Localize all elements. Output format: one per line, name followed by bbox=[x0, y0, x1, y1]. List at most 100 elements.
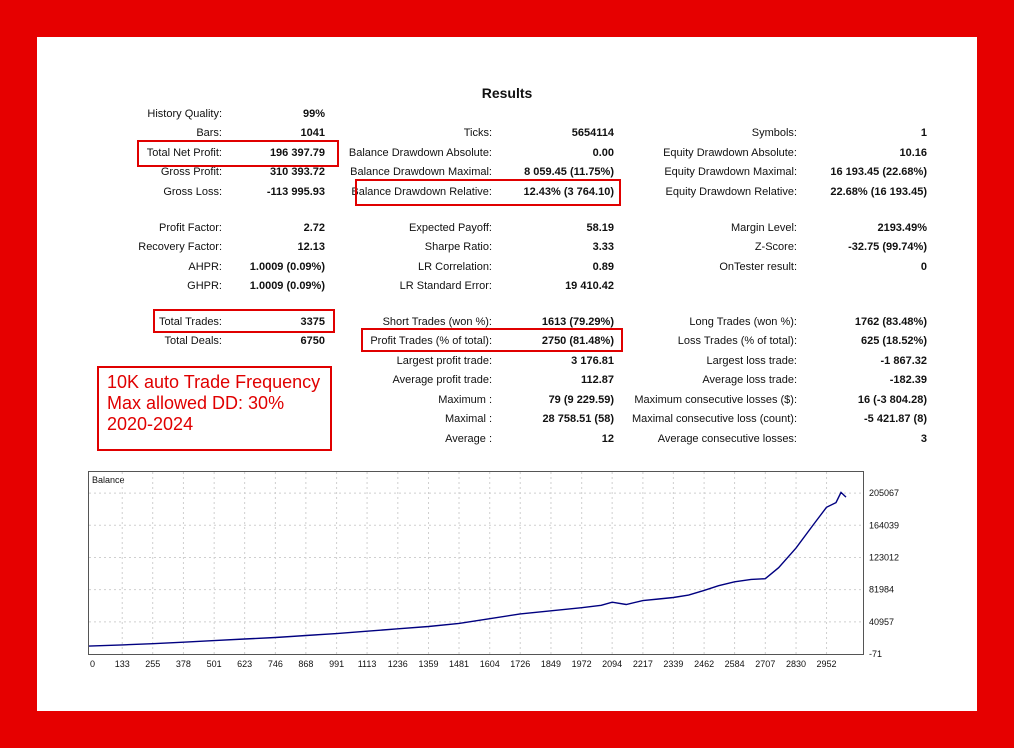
z-score-value: -32.75 (99.74%) bbox=[848, 241, 927, 253]
x-tick-label: 2830 bbox=[786, 659, 806, 669]
results-title: Results bbox=[481, 85, 533, 101]
y-tick-label: 123012 bbox=[869, 552, 899, 562]
x-tick-label: 1359 bbox=[419, 659, 439, 669]
profit-factor-label: Profit Factor: bbox=[159, 222, 222, 234]
gross-loss-label: Gross Loss: bbox=[163, 186, 222, 198]
balance-dd-absolute-label: Balance Drawdown Absolute: bbox=[348, 147, 492, 159]
z-score-label: Z-Score: bbox=[754, 241, 797, 253]
average-loss-trade-value: -182.39 bbox=[889, 374, 927, 386]
balance-chart: Balance 0 133 255 378 501 623 746 868 991 1113 123… bbox=[88, 471, 968, 701]
total-net-profit-label: Total Net Profit: bbox=[146, 147, 222, 159]
short-trades-label: Short Trades (won %): bbox=[382, 316, 492, 328]
x-tick-label: 1236 bbox=[388, 659, 408, 669]
ahpr-value: 1.0009 (0.09%) bbox=[249, 261, 325, 273]
gross-profit-label: Gross Profit: bbox=[160, 166, 222, 178]
average-profit-trade-value: 112.87 bbox=[580, 374, 614, 386]
equity-dd-absolute-value: 10.16 bbox=[899, 147, 927, 159]
y-tick-label: 40957 bbox=[869, 617, 894, 627]
x-tick-label: 2952 bbox=[817, 659, 837, 669]
bars-label: Bars: bbox=[196, 127, 222, 139]
x-tick-label: 0 bbox=[90, 659, 95, 669]
total-net-profit-value: 196 397.79 bbox=[269, 147, 325, 159]
loss-trades-label: Loss Trades (% of total): bbox=[677, 335, 797, 347]
x-tick-label: 1604 bbox=[480, 659, 500, 669]
note-line-period: 2020-2024 bbox=[107, 414, 194, 434]
largest-loss-trade-label: Largest loss trade: bbox=[706, 355, 798, 367]
ontester-result-value: 0 bbox=[920, 261, 927, 273]
bars-value: 1041 bbox=[300, 127, 325, 139]
recovery-factor-value: 12.13 bbox=[297, 241, 325, 253]
x-tick-label: 378 bbox=[176, 659, 191, 669]
highlight-profit-trades bbox=[361, 328, 623, 352]
balance-dd-maximal-label: Balance Drawdown Maximal: bbox=[350, 166, 492, 178]
short-trades-value: 1613 (79.29%) bbox=[541, 316, 614, 328]
ghpr-value: 1.0009 (0.09%) bbox=[249, 280, 325, 292]
x-tick-label: 2462 bbox=[694, 659, 714, 669]
average-consecutive-losses-label: Average consecutive losses: bbox=[657, 433, 797, 445]
ticks-value: 5654114 bbox=[571, 127, 614, 139]
largest-loss-trade-value: -1 867.32 bbox=[880, 355, 927, 367]
note-line-frequency: 10K auto Trade Frequency bbox=[107, 372, 321, 392]
maximal-consecutive-loss-label: Maximal consecutive loss (count): bbox=[631, 413, 797, 425]
chart-grid bbox=[89, 472, 863, 654]
ghpr-label: GHPR: bbox=[187, 280, 222, 292]
maximal-consecutive-loss-value: -5 421.87 (8) bbox=[864, 413, 927, 425]
results-report: Results History Quality: 99% Bars: 1041 … bbox=[37, 37, 977, 457]
largest-profit-trade-label: Largest profit trade: bbox=[396, 355, 492, 367]
balance-dd-relative-value: 12.43% (3 764.10) bbox=[523, 186, 614, 198]
ahpr-label: AHPR: bbox=[188, 261, 222, 273]
lr-correlation-label: LR Correlation: bbox=[418, 261, 492, 273]
average-consecutive-losses-value: 3 bbox=[920, 433, 927, 445]
x-tick-label: 1481 bbox=[449, 659, 469, 669]
long-trades-value: 1762 (83.48%) bbox=[854, 316, 927, 328]
balance-dd-absolute-value: 0.00 bbox=[592, 147, 614, 159]
profit-factor-value: 2.72 bbox=[303, 222, 325, 234]
loss-trades-value: 625 (18.52%) bbox=[860, 335, 927, 347]
long-trades-label: Long Trades (won %): bbox=[689, 316, 797, 328]
x-tick-label: 1113 bbox=[358, 659, 377, 669]
x-tick-label: 2339 bbox=[663, 659, 683, 669]
x-tick-label: 2217 bbox=[633, 659, 653, 669]
x-tick-label: 2094 bbox=[602, 659, 622, 669]
equity-dd-relative-label: Equity Drawdown Relative: bbox=[665, 186, 797, 198]
symbols-value: 1 bbox=[920, 127, 927, 139]
gross-loss-value: -113 995.93 bbox=[266, 186, 325, 198]
expected-payoff-label: Expected Payoff: bbox=[409, 222, 492, 234]
profit-trades-value: 2750 (81.48%) bbox=[541, 335, 614, 347]
sharpe-ratio-label: Sharpe Ratio: bbox=[424, 241, 492, 253]
profit-trades-label: Profit Trades (% of total): bbox=[370, 335, 492, 347]
average-consecutive-wins-label: Average : bbox=[445, 433, 492, 445]
equity-dd-maximal-value: 16 193.45 (22.68%) bbox=[830, 166, 927, 178]
total-deals-label: Total Deals: bbox=[164, 335, 222, 347]
lr-correlation-value: 0.89 bbox=[592, 261, 614, 273]
x-tick-label: 501 bbox=[207, 659, 222, 669]
highlight-balance-dd-relative bbox=[355, 179, 621, 206]
x-tick-label: 133 bbox=[115, 659, 130, 669]
history-quality-value: 99% bbox=[302, 108, 325, 120]
maximal-consecutive-profit-value: 28 758.51 (58) bbox=[542, 413, 614, 425]
chart-background bbox=[88, 471, 968, 701]
margin-level-value: 2193.49% bbox=[877, 222, 927, 234]
average-profit-trade-label: Average profit trade: bbox=[392, 374, 492, 386]
y-tick-label: -71 bbox=[869, 649, 882, 659]
expected-payoff-value: 58.19 bbox=[586, 222, 614, 234]
largest-profit-trade-value: 3 176.81 bbox=[571, 355, 614, 367]
equity-dd-relative-value: 22.68% (16 193.45) bbox=[830, 186, 927, 198]
maximal-consecutive-profit-label: Maximal : bbox=[444, 413, 492, 425]
x-axis-ticks: 0 133 255 378 501 623 746 868 991 1113 1236 1359 148… bbox=[90, 659, 837, 669]
x-tick-label: 991 bbox=[329, 659, 344, 669]
y-axis-ticks: -71 40957 81984 123012 164039 205067 bbox=[869, 488, 899, 659]
y-tick-label: 81984 bbox=[869, 585, 894, 595]
highlight-total-net-profit bbox=[137, 140, 339, 167]
max-consecutive-wins-label: Maximum : bbox=[438, 394, 492, 406]
ticks-label: Ticks: bbox=[463, 127, 492, 139]
balance-dd-maximal-value: 8 059.45 (11.75%) bbox=[524, 166, 614, 178]
note-line-max-dd: Max allowed DD: 30% bbox=[107, 393, 285, 413]
x-tick-label: 868 bbox=[298, 659, 313, 669]
max-consecutive-wins-value: 79 (9 229.59) bbox=[548, 394, 614, 406]
plot-frame bbox=[88, 471, 864, 655]
y-tick-label: 164039 bbox=[869, 520, 899, 530]
x-tick-label: 255 bbox=[145, 659, 160, 669]
history-quality-label: History Quality: bbox=[147, 108, 222, 120]
total-deals-value: 6750 bbox=[300, 335, 325, 347]
